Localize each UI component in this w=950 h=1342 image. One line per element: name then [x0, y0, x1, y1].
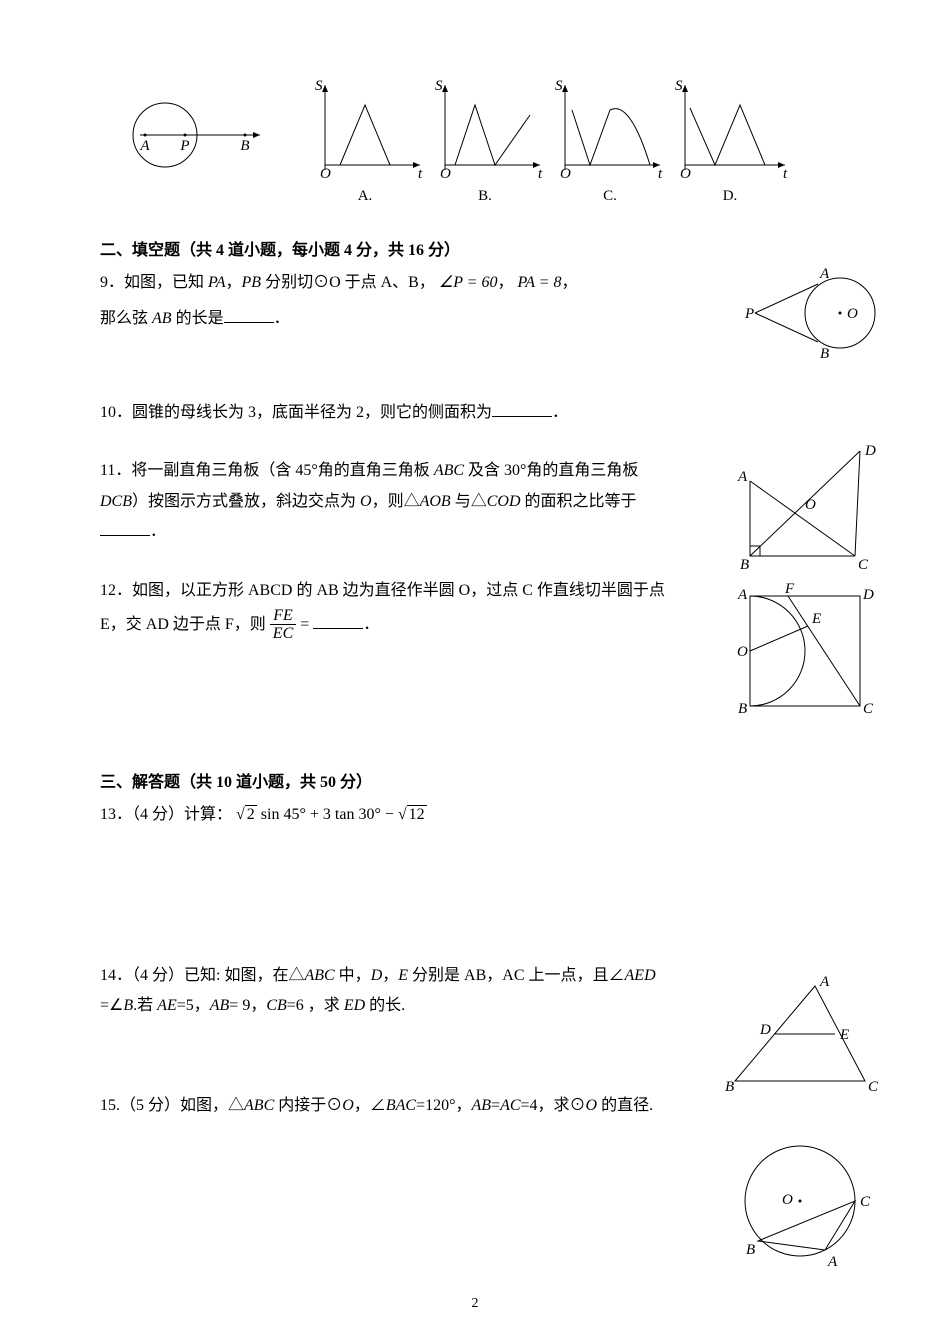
svg-text:C: C [860, 1194, 871, 1210]
section3-header: 三、解答题（共 10 道小题，共 50 分） [100, 768, 850, 792]
svg-text:t: t [418, 166, 423, 182]
svg-text:A: A [139, 138, 150, 154]
q9-figure: P A B O [740, 258, 890, 373]
q8-figure-row: A P B S O t S O t [100, 80, 850, 220]
q8-option-graphs: S O t S O t S O t [310, 80, 800, 220]
svg-text:P: P [179, 138, 189, 154]
q10: 10．圆锥的母线长为 3，底面半径为 2，则它的侧面积为． [100, 398, 850, 428]
svg-text:t: t [783, 166, 788, 182]
svg-text:A: A [819, 266, 830, 282]
svg-text:E: E [811, 611, 821, 627]
svg-text:P: P [744, 306, 754, 322]
q11: 11．将一副直角三角板（含 45°角的直角三角板 ABC 及含 30°角的直角三… [100, 456, 850, 566]
q10-blank [492, 401, 552, 417]
svg-text:O: O [320, 166, 331, 182]
q12-blank [313, 613, 363, 629]
q9-text: 9．如图，已知 PA，PB 分别切⊙O 于点 A、B， ∠P = 60， PA … [100, 274, 578, 291]
svg-text:S: S [555, 78, 563, 94]
q9-blank [224, 307, 274, 323]
svg-text:D.: D. [723, 188, 738, 204]
svg-text:A: A [737, 469, 748, 485]
q15: 15.（5 分）如图，△ABC 内接于⊙O，∠BAC=120°，AB=AC=4，… [100, 1091, 850, 1241]
q13-expr: √2 sin 45° + 3 tan 30° − √12 [236, 805, 427, 823]
svg-text:B: B [740, 557, 749, 573]
svg-text:O: O [680, 166, 691, 182]
q12-figure: A D B C F E O [730, 581, 890, 731]
svg-text:A.: A. [358, 188, 373, 204]
q15-figure: O C B A [730, 1126, 890, 1276]
q12-fraction: FE EC [270, 607, 296, 643]
page-number: 2 [472, 1296, 479, 1312]
q9: 9．如图，已知 PA，PB 分别切⊙O 于点 A、B， ∠P = 60， PA … [100, 268, 850, 388]
q11-blank [100, 520, 150, 536]
q8-circle-figure: A P B [110, 90, 290, 200]
svg-text:O: O [847, 306, 858, 322]
svg-text:E: E [839, 1027, 849, 1043]
svg-text:O: O [440, 166, 451, 182]
svg-text:C: C [868, 1079, 879, 1095]
svg-text:D: D [862, 587, 874, 603]
svg-text:S: S [435, 78, 443, 94]
svg-text:O: O [805, 497, 816, 513]
svg-text:t: t [658, 166, 663, 182]
svg-text:S: S [315, 78, 323, 94]
svg-text:t: t [538, 166, 543, 182]
q13: 13．（4 分）计算： √2 sin 45° + 3 tan 30° − √12 [100, 800, 850, 830]
svg-text:A: A [737, 587, 748, 603]
q12: 12．如图，以正方形 ABCD 的 AB 边为直径作半圆 O，过点 C 作直线切… [100, 576, 850, 706]
svg-text:B: B [738, 701, 747, 717]
svg-text:D: D [864, 443, 876, 459]
svg-text:O: O [560, 166, 571, 182]
svg-text:O: O [782, 1192, 793, 1208]
svg-text:A: A [827, 1254, 838, 1270]
svg-text:S: S [675, 78, 683, 94]
svg-text:B: B [240, 138, 249, 154]
q14: 14．（4 分）已知: 如图，在△ABC 中，D，E 分别是 AB，AC 上一点… [100, 961, 850, 1081]
section2-header: 二、填空题（共 4 道小题，每小题 4 分，共 16 分） [100, 236, 850, 260]
svg-text:O: O [737, 644, 748, 660]
q11-figure: A B C D O [730, 441, 890, 581]
q14-figure: A B C D E [720, 976, 890, 1101]
svg-text:A: A [819, 974, 830, 990]
svg-text:C.: C. [603, 188, 617, 204]
svg-text:F: F [784, 581, 795, 597]
svg-text:C: C [863, 701, 874, 717]
svg-text:B: B [820, 346, 829, 362]
svg-text:B: B [746, 1242, 755, 1258]
svg-text:B.: B. [478, 188, 492, 204]
svg-text:C: C [858, 557, 869, 573]
svg-text:D: D [759, 1022, 771, 1038]
